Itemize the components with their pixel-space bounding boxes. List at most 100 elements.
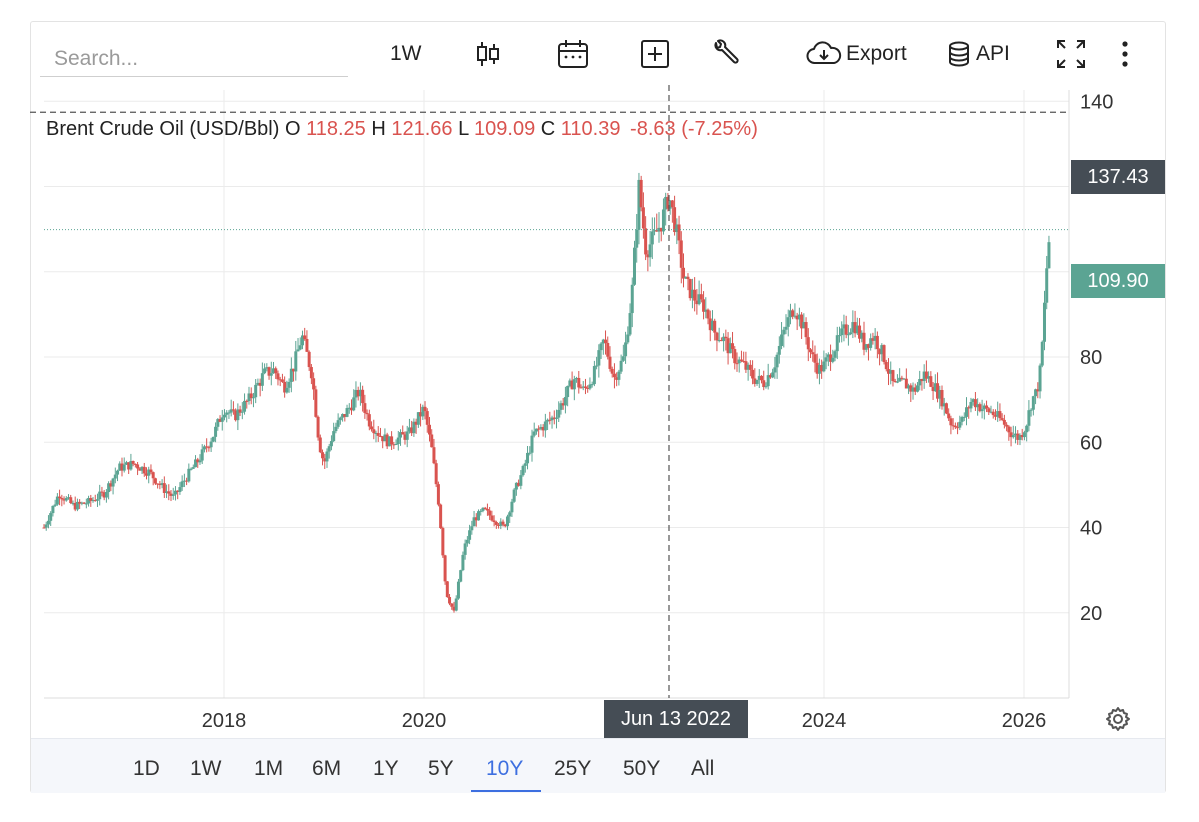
candle-body <box>374 432 378 434</box>
candle-body <box>884 362 888 370</box>
candle-body <box>434 463 438 485</box>
timeframe-1y[interactable]: 1Y <box>373 757 399 780</box>
candle-body <box>688 279 692 299</box>
candle-body <box>920 379 924 382</box>
candle-body <box>196 459 200 463</box>
x-tick-2020: 2020 <box>402 710 447 732</box>
candle-body <box>849 332 853 335</box>
export-label: Export <box>846 42 907 65</box>
candle-body <box>240 411 244 413</box>
compare-button[interactable] <box>640 38 670 70</box>
candle-body <box>370 426 374 430</box>
interval-button[interactable]: 1W <box>390 42 422 65</box>
candle-body <box>247 393 251 402</box>
timeframe-1w[interactable]: 1W <box>190 757 222 780</box>
high-label: H <box>371 118 386 140</box>
timeframe-1d[interactable]: 1D <box>133 757 160 780</box>
more-vertical-icon <box>1122 41 1128 67</box>
candle-body <box>936 383 940 399</box>
high-value: 121.66 <box>391 118 453 140</box>
candle-body <box>407 427 411 432</box>
candle-body <box>321 452 325 459</box>
candle-body <box>702 299 706 312</box>
candle-body <box>985 405 989 409</box>
candle-body <box>757 375 761 380</box>
candle-body <box>160 483 164 486</box>
timeframe-5y[interactable]: 5Y <box>428 757 454 780</box>
timeframe-all[interactable]: All <box>691 757 715 780</box>
api-button[interactable]: API <box>948 38 1010 70</box>
candle-body <box>641 207 645 229</box>
candle-body <box>929 376 933 387</box>
indicators-button[interactable] <box>711 38 741 70</box>
candle-body <box>987 408 991 413</box>
candle-body <box>650 231 654 245</box>
candle-body <box>595 365 599 367</box>
candle-body <box>414 421 418 425</box>
candle-body <box>597 350 601 366</box>
search-field[interactable] <box>40 42 348 77</box>
timeframe-25y[interactable]: 25Y <box>554 757 592 780</box>
timeframe-1m[interactable]: 1M <box>254 757 284 780</box>
candle-body <box>1018 435 1022 440</box>
candle-body <box>260 373 264 386</box>
candle-body <box>1047 242 1051 269</box>
candle-body <box>82 502 86 504</box>
candle-body <box>412 421 416 434</box>
timeframe-50y[interactable]: 50Y <box>623 757 661 780</box>
candle-body <box>768 375 772 378</box>
timeframe-6m[interactable]: 6M <box>312 757 342 780</box>
candle-body <box>151 472 155 479</box>
x-tick-2024: 2024 <box>802 710 847 732</box>
candle-body <box>989 411 993 413</box>
candle-body <box>887 369 891 374</box>
export-button[interactable]: Export <box>806 38 907 70</box>
candle-body <box>837 335 841 337</box>
candle-body <box>98 491 102 500</box>
candle-body <box>644 228 648 255</box>
candle-body <box>980 409 984 412</box>
more-menu-button[interactable] <box>1118 38 1132 70</box>
candle-body <box>546 419 550 422</box>
candle-body <box>882 345 886 363</box>
gear-icon[interactable] <box>1105 706 1131 732</box>
candle-body <box>512 489 516 502</box>
candle-body <box>913 387 917 392</box>
candle-body <box>630 284 634 314</box>
date-range-button[interactable] <box>557 38 589 70</box>
candle-body <box>880 345 884 355</box>
candle-body <box>194 459 198 468</box>
timeframe-10y[interactable]: 10Y <box>486 757 524 780</box>
candle-body <box>1020 435 1024 438</box>
crosshair-price-tag: 137.43 <box>1071 160 1165 194</box>
candle-body <box>840 328 844 336</box>
candle-body <box>514 482 518 490</box>
candlestick-type-button[interactable] <box>475 38 501 70</box>
candle-body <box>182 480 186 482</box>
candle-body <box>263 368 267 374</box>
candle-body <box>1022 432 1026 438</box>
candle-body <box>552 417 556 419</box>
candle-body <box>488 510 492 516</box>
candle-body <box>648 244 652 258</box>
candle-body <box>817 365 821 374</box>
candle-body <box>813 354 817 363</box>
search-input[interactable] <box>40 42 348 76</box>
candle-body <box>147 469 151 476</box>
candle-body <box>225 412 229 415</box>
candle-body <box>122 464 126 471</box>
candle-body <box>459 570 463 582</box>
candle-body <box>465 539 469 544</box>
candle-body <box>965 407 968 417</box>
candle-body <box>334 426 338 432</box>
fullscreen-button[interactable] <box>1056 38 1086 70</box>
candle-body <box>173 490 177 495</box>
candle-body <box>169 493 173 496</box>
candle-body <box>416 412 420 425</box>
candle-body <box>165 491 169 494</box>
candle-body <box>378 435 382 437</box>
y-tick-40: 40 <box>1080 518 1102 540</box>
candle-body <box>356 389 360 397</box>
candle-body <box>287 381 291 388</box>
